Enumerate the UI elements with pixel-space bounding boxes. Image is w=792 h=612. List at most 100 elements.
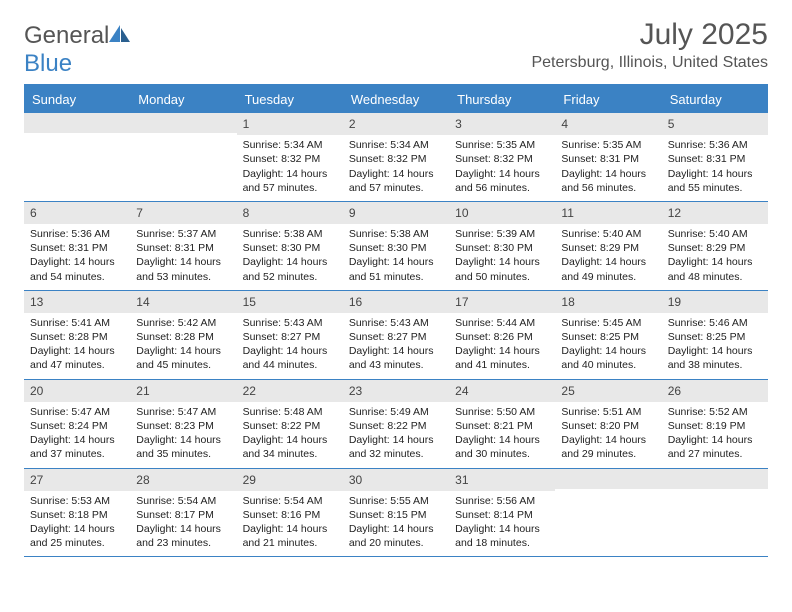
day-cell: 9Sunrise: 5:38 AMSunset: 8:30 PMDaylight… [343,202,449,290]
daylight-text: Daylight: 14 hours and 44 minutes. [243,344,337,372]
sunset-text: Sunset: 8:29 PM [668,241,762,255]
day-cell: 13Sunrise: 5:41 AMSunset: 8:28 PMDayligh… [24,291,130,379]
day-body: Sunrise: 5:55 AMSunset: 8:15 PMDaylight:… [343,491,449,557]
month-title: July 2025 [531,18,768,52]
day-body: Sunrise: 5:34 AMSunset: 8:32 PMDaylight:… [343,135,449,201]
daylight-text: Daylight: 14 hours and 29 minutes. [561,433,655,461]
sunset-text: Sunset: 8:32 PM [455,152,549,166]
day-cell: 8Sunrise: 5:38 AMSunset: 8:30 PMDaylight… [237,202,343,290]
day-cell: 20Sunrise: 5:47 AMSunset: 8:24 PMDayligh… [24,380,130,468]
sunset-text: Sunset: 8:20 PM [561,419,655,433]
daylight-text: Daylight: 14 hours and 50 minutes. [455,255,549,283]
daylight-text: Daylight: 14 hours and 47 minutes. [30,344,124,372]
logo-text: GeneralBlue [24,22,131,78]
day-number: 2 [343,113,449,135]
sunrise-text: Sunrise: 5:41 AM [30,316,124,330]
day-cell: 31Sunrise: 5:56 AMSunset: 8:14 PMDayligh… [449,469,555,557]
day-body: Sunrise: 5:41 AMSunset: 8:28 PMDaylight:… [24,313,130,379]
day-number: 25 [555,380,661,402]
title-block: July 2025 Petersburg, Illinois, United S… [531,18,768,72]
sunset-text: Sunset: 8:22 PM [349,419,443,433]
sunrise-text: Sunrise: 5:48 AM [243,405,337,419]
sunrise-text: Sunrise: 5:34 AM [243,138,337,152]
logo-text-1: General [24,22,109,49]
daylight-text: Daylight: 14 hours and 18 minutes. [455,522,549,550]
day-number: 27 [24,469,130,491]
sunset-text: Sunset: 8:30 PM [349,241,443,255]
day-body: Sunrise: 5:54 AMSunset: 8:17 PMDaylight:… [130,491,236,557]
day-cell: 4Sunrise: 5:35 AMSunset: 8:31 PMDaylight… [555,113,661,201]
day-number: 7 [130,202,236,224]
day-body: Sunrise: 5:54 AMSunset: 8:16 PMDaylight:… [237,491,343,557]
sunrise-text: Sunrise: 5:47 AM [30,405,124,419]
sunrise-text: Sunrise: 5:35 AM [455,138,549,152]
calendar: SundayMondayTuesdayWednesdayThursdayFrid… [24,84,768,557]
day-number: 31 [449,469,555,491]
daylight-text: Daylight: 14 hours and 37 minutes. [30,433,124,461]
daylight-text: Daylight: 14 hours and 49 minutes. [561,255,655,283]
empty-cell [555,469,661,557]
day-number: 13 [24,291,130,313]
day-cell: 29Sunrise: 5:54 AMSunset: 8:16 PMDayligh… [237,469,343,557]
day-body: Sunrise: 5:47 AMSunset: 8:24 PMDaylight:… [24,402,130,468]
day-body: Sunrise: 5:35 AMSunset: 8:32 PMDaylight:… [449,135,555,201]
daylight-text: Daylight: 14 hours and 35 minutes. [136,433,230,461]
day-body: Sunrise: 5:52 AMSunset: 8:19 PMDaylight:… [662,402,768,468]
daylight-text: Daylight: 14 hours and 43 minutes. [349,344,443,372]
daylight-text: Daylight: 14 hours and 23 minutes. [136,522,230,550]
day-body: Sunrise: 5:56 AMSunset: 8:14 PMDaylight:… [449,491,555,557]
day-body: Sunrise: 5:40 AMSunset: 8:29 PMDaylight:… [555,224,661,290]
sunset-text: Sunset: 8:29 PM [561,241,655,255]
daylight-text: Daylight: 14 hours and 51 minutes. [349,255,443,283]
day-number: 28 [130,469,236,491]
daylight-text: Daylight: 14 hours and 38 minutes. [668,344,762,372]
daylight-text: Daylight: 14 hours and 30 minutes. [455,433,549,461]
sunrise-text: Sunrise: 5:54 AM [243,494,337,508]
daylight-text: Daylight: 14 hours and 21 minutes. [243,522,337,550]
day-header: Tuesday [237,86,343,113]
sunrise-text: Sunrise: 5:50 AM [455,405,549,419]
day-number: 4 [555,113,661,135]
day-number: 10 [449,202,555,224]
day-body: Sunrise: 5:51 AMSunset: 8:20 PMDaylight:… [555,402,661,468]
week-row: 13Sunrise: 5:41 AMSunset: 8:28 PMDayligh… [24,291,768,380]
sunrise-text: Sunrise: 5:42 AM [136,316,230,330]
sunrise-text: Sunrise: 5:37 AM [136,227,230,241]
sunset-text: Sunset: 8:23 PM [136,419,230,433]
daylight-text: Daylight: 14 hours and 56 minutes. [561,167,655,195]
daylight-text: Daylight: 14 hours and 20 minutes. [349,522,443,550]
sunrise-text: Sunrise: 5:38 AM [349,227,443,241]
day-body: Sunrise: 5:46 AMSunset: 8:25 PMDaylight:… [662,313,768,379]
daylight-text: Daylight: 14 hours and 53 minutes. [136,255,230,283]
day-cell: 30Sunrise: 5:55 AMSunset: 8:15 PMDayligh… [343,469,449,557]
day-cell: 28Sunrise: 5:54 AMSunset: 8:17 PMDayligh… [130,469,236,557]
logo: GeneralBlue [24,22,131,78]
day-number: 22 [237,380,343,402]
day-body: Sunrise: 5:43 AMSunset: 8:27 PMDaylight:… [237,313,343,379]
sunset-text: Sunset: 8:17 PM [136,508,230,522]
day-number: 3 [449,113,555,135]
day-cell: 27Sunrise: 5:53 AMSunset: 8:18 PMDayligh… [24,469,130,557]
sunset-text: Sunset: 8:19 PM [668,419,762,433]
day-body: Sunrise: 5:36 AMSunset: 8:31 PMDaylight:… [662,135,768,201]
sunrise-text: Sunrise: 5:46 AM [668,316,762,330]
day-header: Monday [130,86,236,113]
sunset-text: Sunset: 8:21 PM [455,419,549,433]
day-header: Friday [555,86,661,113]
day-body: Sunrise: 5:42 AMSunset: 8:28 PMDaylight:… [130,313,236,379]
day-cell: 23Sunrise: 5:49 AMSunset: 8:22 PMDayligh… [343,380,449,468]
day-number: 1 [237,113,343,135]
sunrise-text: Sunrise: 5:36 AM [30,227,124,241]
day-number: 5 [662,113,768,135]
day-body: Sunrise: 5:38 AMSunset: 8:30 PMDaylight:… [237,224,343,290]
day-body: Sunrise: 5:47 AMSunset: 8:23 PMDaylight:… [130,402,236,468]
daylight-text: Daylight: 14 hours and 52 minutes. [243,255,337,283]
day-body: Sunrise: 5:37 AMSunset: 8:31 PMDaylight:… [130,224,236,290]
day-body: Sunrise: 5:38 AMSunset: 8:30 PMDaylight:… [343,224,449,290]
day-cell: 19Sunrise: 5:46 AMSunset: 8:25 PMDayligh… [662,291,768,379]
logo-text-2: Blue [24,50,72,77]
daylight-text: Daylight: 14 hours and 45 minutes. [136,344,230,372]
day-cell: 6Sunrise: 5:36 AMSunset: 8:31 PMDaylight… [24,202,130,290]
sunrise-text: Sunrise: 5:44 AM [455,316,549,330]
day-body: Sunrise: 5:44 AMSunset: 8:26 PMDaylight:… [449,313,555,379]
